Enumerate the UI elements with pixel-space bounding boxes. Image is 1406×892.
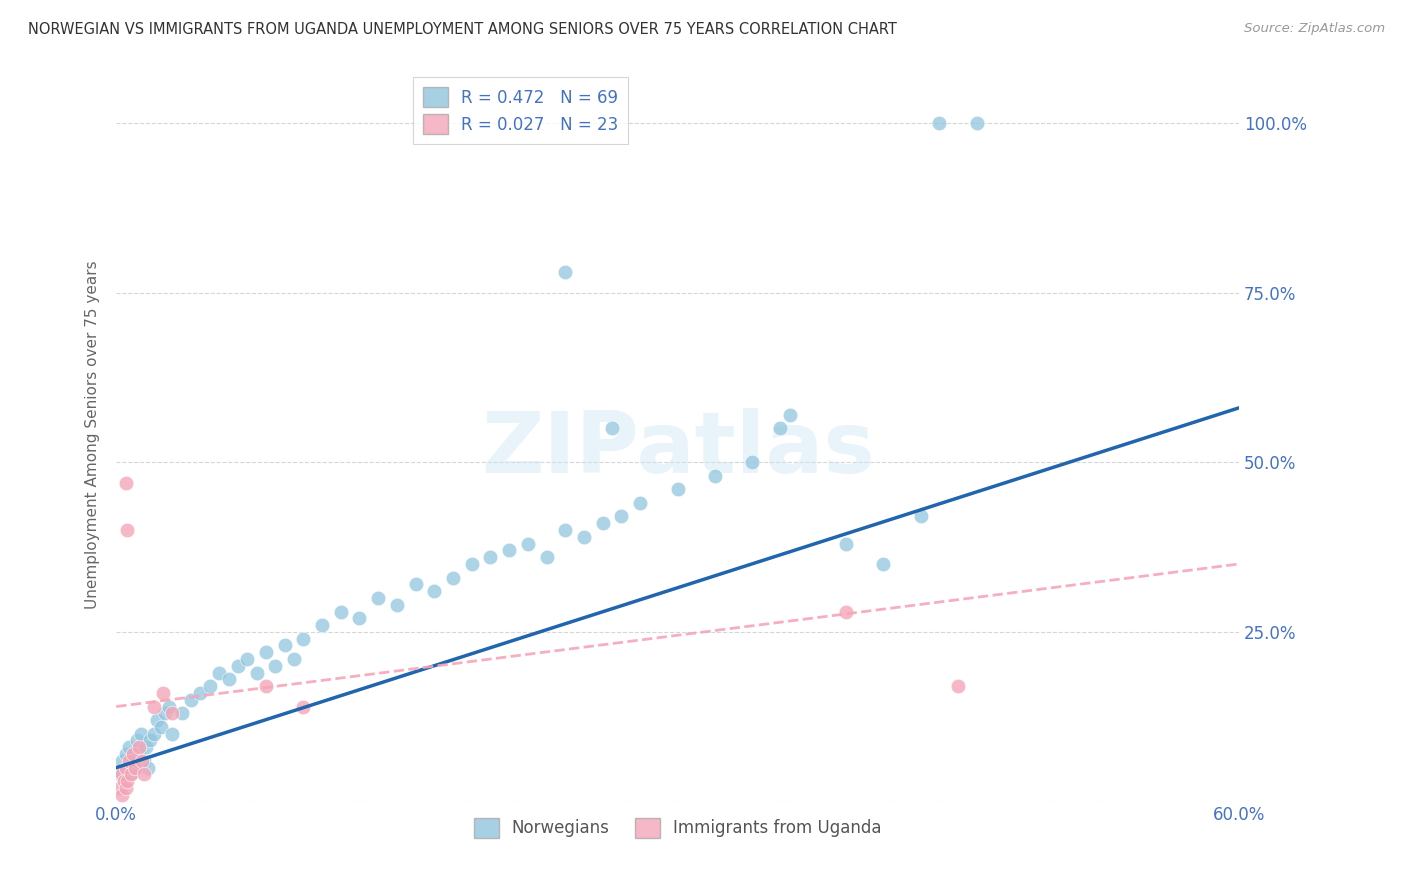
Point (218, 673, 240, 687)
Point (349, 611, 371, 625)
Point (139, 733, 162, 747)
Point (703, 468, 725, 483)
Point (498, 543, 520, 558)
Point (136, 761, 159, 775)
Point (114, 747, 136, 761)
Point (153, 706, 176, 721)
Point (461, 557, 484, 571)
Point (835, 605, 858, 619)
Point (180, 692, 202, 706)
Point (628, 496, 651, 510)
Point (367, 591, 389, 605)
Point (134, 767, 156, 781)
Point (122, 754, 145, 768)
Point (245, 665, 267, 680)
Text: ZIPatlas: ZIPatlas (481, 409, 875, 491)
Point (111, 788, 134, 802)
Text: Source: ZipAtlas.com: Source: ZipAtlas.com (1244, 22, 1385, 36)
Point (273, 639, 295, 653)
Point (128, 740, 150, 755)
Point (572, 530, 595, 544)
Point (405, 577, 427, 591)
Point (111, 754, 134, 768)
Point (208, 665, 231, 680)
Point (190, 686, 212, 700)
Point (835, 536, 858, 550)
Point (117, 523, 139, 537)
Point (254, 645, 277, 659)
Point (966, 116, 988, 130)
Point (118, 740, 141, 755)
Point (142, 699, 165, 714)
Point (152, 686, 174, 700)
Point (292, 699, 315, 714)
Point (120, 767, 142, 781)
Point (162, 727, 184, 741)
Point (114, 761, 136, 775)
Point (600, 421, 623, 435)
Point (311, 618, 333, 632)
Point (157, 699, 180, 714)
Point (292, 632, 315, 646)
Point (329, 605, 352, 619)
Point (479, 550, 502, 565)
Point (666, 483, 689, 497)
Point (910, 509, 932, 524)
Point (111, 767, 134, 781)
Point (129, 727, 152, 741)
Point (112, 774, 135, 789)
Point (741, 455, 763, 469)
Legend: Norwegians, Immigrants from Uganda: Norwegians, Immigrants from Uganda (467, 811, 889, 845)
Point (112, 774, 135, 789)
Text: NORWEGIAN VS IMMIGRANTS FROM UGANDA UNEMPLOYMENT AMONG SENIORS OVER 75 YEARS COR: NORWEGIAN VS IMMIGRANTS FROM UGANDA UNEM… (28, 22, 897, 37)
Point (610, 509, 633, 524)
Point (441, 571, 464, 585)
Point (516, 536, 538, 550)
Point (264, 658, 287, 673)
Point (170, 706, 193, 721)
Point (125, 733, 148, 747)
Point (198, 679, 221, 693)
Y-axis label: Unemployment Among Seniors over 75 years: Unemployment Among Seniors over 75 years (86, 260, 100, 609)
Point (108, 767, 131, 781)
Point (236, 652, 259, 666)
Point (554, 523, 576, 537)
Point (131, 754, 153, 768)
Point (872, 557, 894, 571)
Point (124, 761, 146, 775)
Point (114, 475, 136, 490)
Point (142, 727, 165, 741)
Point (114, 780, 136, 795)
Point (928, 116, 950, 130)
Point (117, 774, 139, 789)
Point (117, 761, 139, 775)
Point (135, 740, 157, 755)
Point (122, 747, 145, 761)
Point (124, 761, 146, 775)
Point (423, 584, 446, 599)
Point (150, 720, 173, 734)
Point (536, 550, 558, 565)
Point (120, 767, 142, 781)
Point (254, 679, 277, 693)
Point (146, 713, 169, 727)
Point (162, 706, 184, 721)
Point (108, 780, 131, 795)
Point (283, 652, 305, 666)
Point (134, 754, 156, 768)
Point (592, 516, 614, 531)
Point (128, 747, 150, 761)
Point (226, 658, 249, 673)
Point (385, 598, 408, 612)
Point (946, 679, 969, 693)
Point (779, 408, 801, 422)
Point (769, 421, 792, 435)
Point (118, 754, 141, 768)
Point (554, 265, 576, 279)
